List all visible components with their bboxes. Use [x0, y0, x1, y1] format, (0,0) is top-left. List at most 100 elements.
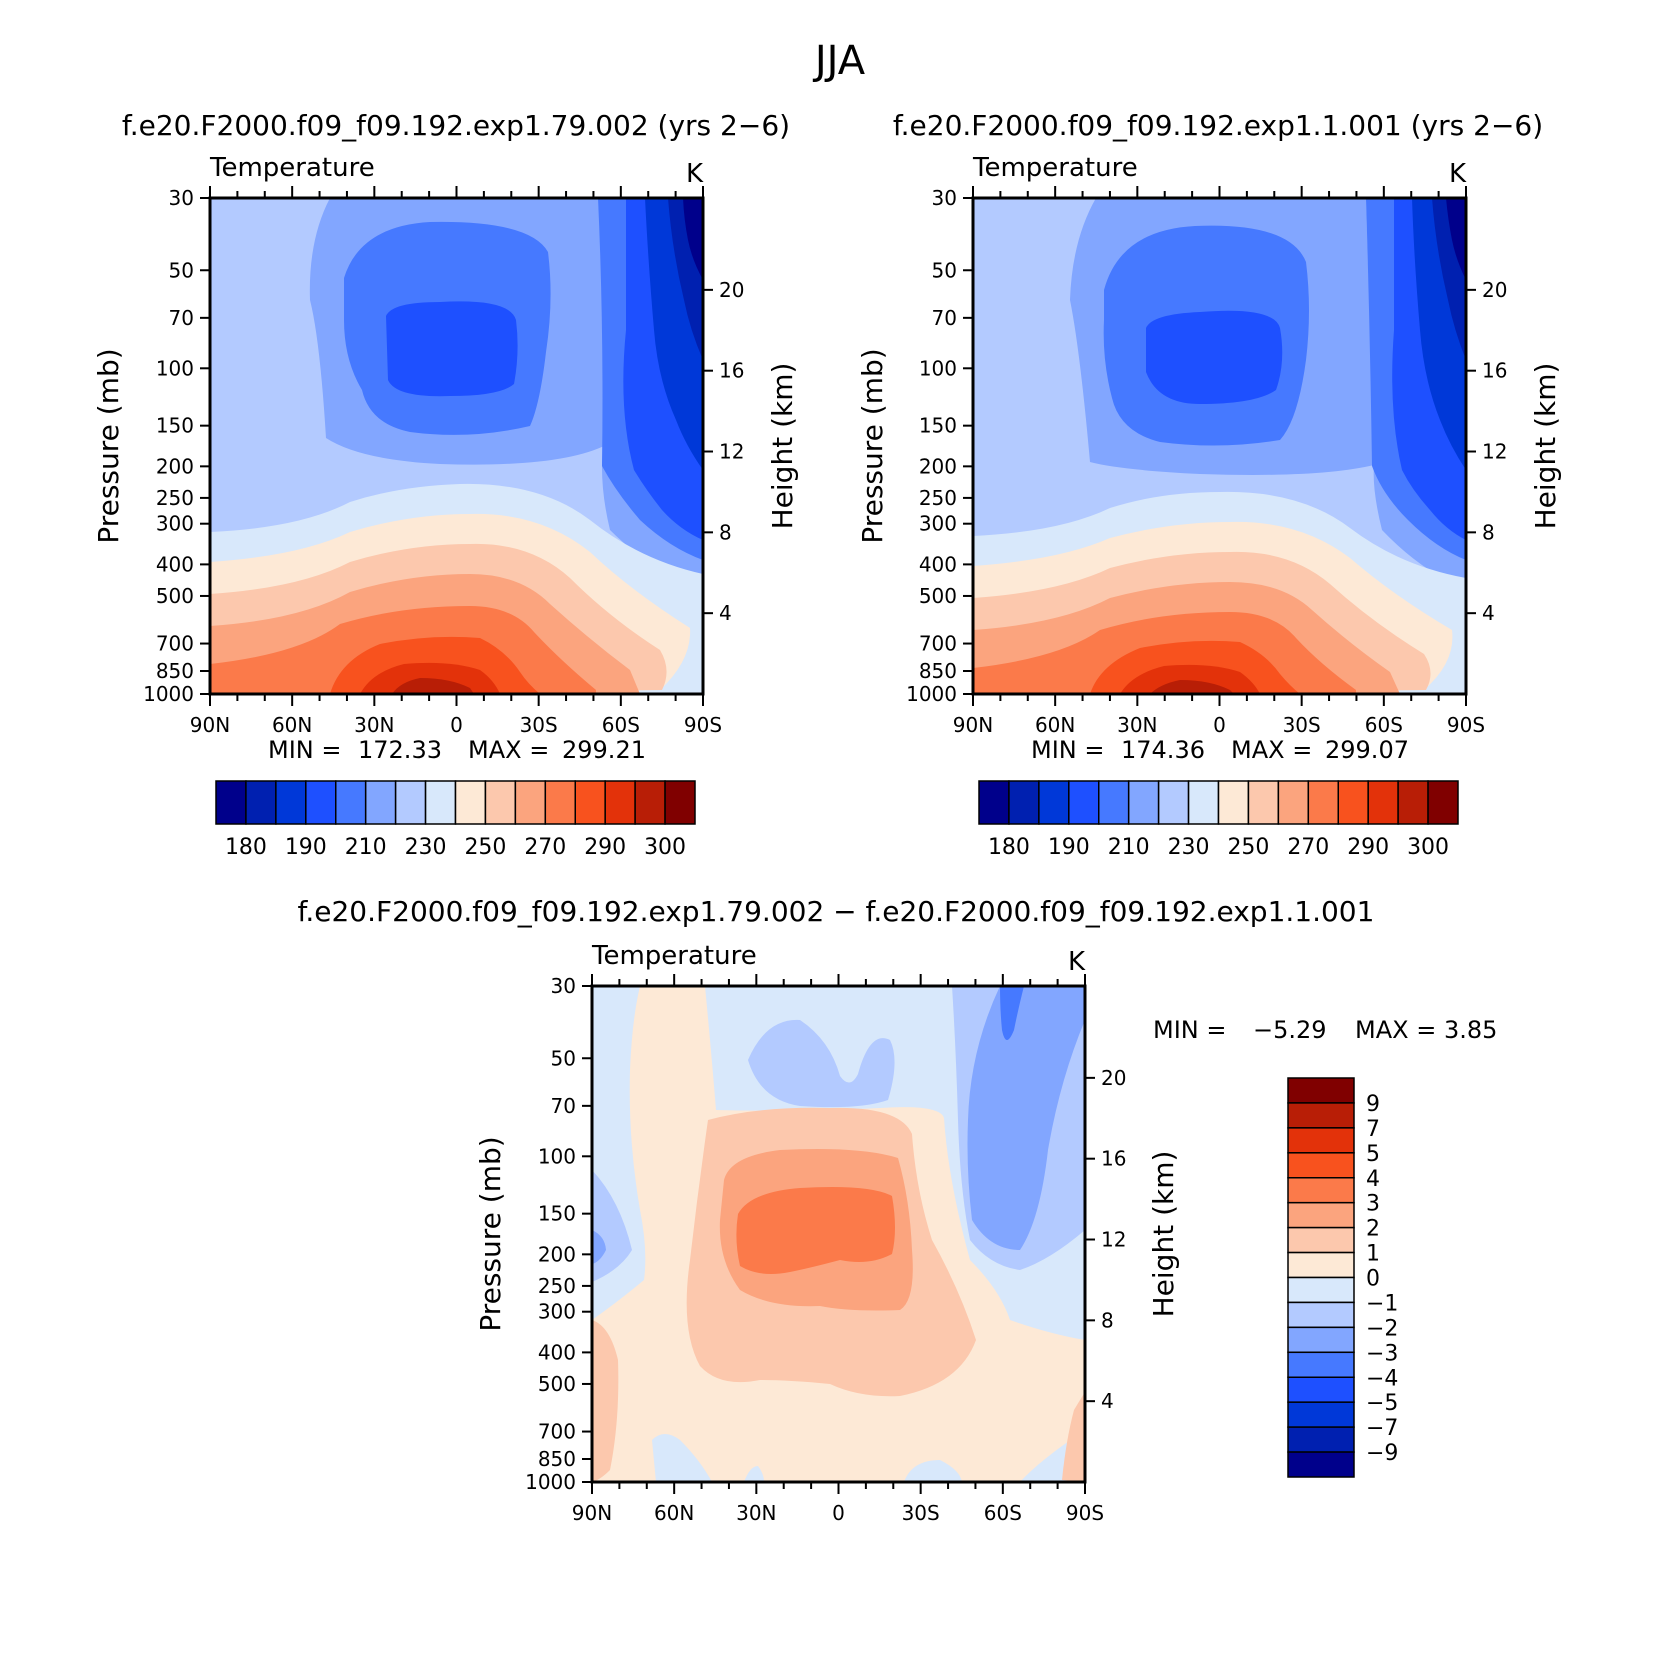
colorbar-label: 300	[1407, 835, 1449, 860]
panel-2-max-label: MAX =	[1231, 736, 1312, 764]
pressure-tick-label: 700	[156, 632, 194, 656]
colorbar-swatch	[1287, 1401, 1355, 1428]
colorbar-swatch	[1287, 1351, 1355, 1378]
pressure-tick-label: 1000	[906, 682, 957, 706]
panel-1-level-sp-6	[683, 198, 703, 280]
colorbar-label: 230	[405, 835, 447, 860]
panel-2-max-value: 299.07	[1325, 736, 1409, 764]
lat-tick-label: 90N	[190, 713, 230, 737]
panel-1-contour-field	[210, 198, 703, 694]
panel-2-y-right-label: Height (km)	[1529, 363, 1562, 530]
colorbar-label: −9	[1366, 1441, 1398, 1466]
colorbar-swatch	[1427, 780, 1459, 825]
height-tick-label: 16	[719, 359, 744, 383]
pressure-tick-label: 200	[919, 454, 957, 478]
panel-1-max-value: 299.21	[562, 736, 646, 764]
panel-1-case-title: f.e20.F2000.f09_f09.192.exp1.79.002 (yrs…	[122, 109, 790, 142]
pressure-tick-label: 100	[919, 356, 957, 380]
pressure-tick-label: 70	[932, 306, 957, 330]
panel-2-level-red	[1120, 664, 1260, 694]
pressure-tick-label: 100	[156, 356, 194, 380]
panel-3-y-right-label: Height (km)	[1147, 1151, 1180, 1318]
panel-3-level-sp-neg-3	[1000, 986, 1024, 1040]
colorbar-swatch	[1157, 780, 1190, 825]
colorbar-label: −2	[1366, 1316, 1398, 1341]
lat-tick-label: 30S	[1283, 713, 1321, 737]
colorbar-swatch	[978, 780, 1010, 825]
pressure-tick-label: 30	[551, 974, 576, 998]
colorbar-swatch	[1397, 780, 1429, 825]
pressure-tick-label: 150	[156, 414, 194, 438]
colorbar-swatch	[394, 780, 427, 825]
lat-tick-label: 0	[1213, 713, 1226, 737]
panel-3-min-label: MIN =	[1153, 1016, 1226, 1044]
lat-tick-label: 0	[450, 713, 463, 737]
lat-tick-label: 60S	[602, 713, 640, 737]
panel-1-units-label: K	[686, 159, 704, 189]
panel-2: f.e20.F2000.f09_f09.192.exp1.1.001 (yrs …	[856, 109, 1562, 860]
panel-2-min-value: 174.36	[1121, 736, 1205, 764]
colorbar-swatch	[245, 780, 277, 825]
colorbar-label: 9	[1366, 1092, 1380, 1117]
panel-3-min-value: −5.29	[1253, 1016, 1327, 1044]
height-tick-label: 8	[1101, 1308, 1114, 1332]
colorbar-swatch	[1217, 780, 1250, 825]
panel-3-case-title: f.e20.F2000.f09_f09.192.exp1.79.002 − f.…	[298, 895, 1375, 928]
panel-1-variable-label: Temperature	[209, 153, 375, 183]
colorbar-swatch	[634, 780, 666, 825]
pressure-tick-label: 150	[538, 1202, 576, 1226]
colorbar-swatch	[1307, 780, 1339, 825]
panel-3-level-np-neg-2	[592, 1230, 606, 1264]
height-tick-label: 20	[719, 278, 744, 302]
panel-3-level-low-blue-a	[652, 1434, 712, 1482]
lat-tick-label: 0	[832, 1501, 845, 1525]
panel-1-y-left-label: Pressure (mb)	[92, 348, 125, 543]
panel-2-axes: 3050701001502002503004005007008501000481…	[906, 186, 1507, 737]
panel-3-level-peach-west	[592, 1320, 619, 1482]
pressure-tick-label: 150	[919, 414, 957, 438]
colorbar-label: 210	[345, 835, 387, 860]
lat-tick-label: 60N	[654, 1501, 694, 1525]
colorbar-label: −5	[1366, 1391, 1398, 1416]
colorbar-label: 1	[1366, 1242, 1380, 1267]
colorbar-swatch	[574, 780, 606, 825]
panel-1: f.e20.F2000.f09_f09.192.exp1.79.002 (yrs…	[92, 109, 799, 860]
pressure-tick-label: 30	[932, 186, 957, 210]
colorbar-swatch	[1287, 1376, 1355, 1403]
pressure-tick-label: 850	[538, 1447, 576, 1471]
colorbar-swatch	[664, 780, 696, 825]
pressure-tick-label: 1000	[525, 1470, 576, 1494]
panel-2-level-blue-core	[1146, 310, 1283, 404]
pressure-tick-label: 500	[538, 1372, 576, 1396]
pressure-tick-label: 850	[919, 659, 957, 683]
colorbar-label: 290	[1347, 835, 1389, 860]
pressure-tick-label: 700	[538, 1420, 576, 1444]
colorbar-label: −4	[1366, 1366, 1398, 1391]
pressure-tick-label: 250	[156, 486, 194, 510]
colorbar-swatch	[305, 780, 337, 825]
colorbar-label: 250	[1227, 835, 1269, 860]
pressure-tick-label: 850	[156, 659, 194, 683]
panel-3-variable-label: Temperature	[591, 941, 757, 971]
panel-3-axes: 3050701001502002503004005007008501000481…	[525, 974, 1126, 1525]
panel-3: f.e20.F2000.f09_f09.192.exp1.79.002 − f.…	[298, 895, 1498, 1525]
colorbar-swatch	[484, 780, 517, 825]
colorbar-swatch	[1287, 1177, 1355, 1204]
colorbar-swatch	[215, 780, 247, 825]
panel-3-max-label: MAX =	[1355, 1016, 1436, 1044]
panel-2-contour-field	[973, 198, 1466, 694]
pressure-tick-label: 700	[919, 632, 957, 656]
pressure-tick-label: 50	[551, 1046, 576, 1070]
panel-3-level-low-blue-c	[744, 1466, 764, 1482]
pressure-tick-label: 500	[919, 584, 957, 608]
lat-tick-label: 90N	[953, 713, 993, 737]
colorbar-swatch	[1287, 1226, 1355, 1254]
height-tick-label: 12	[1101, 1228, 1126, 1252]
colorbar-label: 190	[285, 835, 327, 860]
lat-tick-label: 30N	[736, 1501, 776, 1525]
panel-2-y-left-label: Pressure (mb)	[856, 348, 889, 543]
lat-tick-label: 60S	[984, 1501, 1022, 1525]
colorbar-label: 290	[584, 835, 626, 860]
